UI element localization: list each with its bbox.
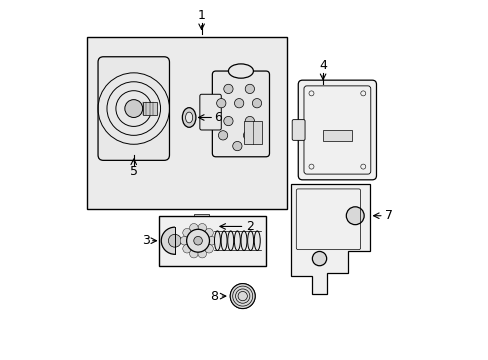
FancyBboxPatch shape xyxy=(200,94,221,130)
Text: 6: 6 xyxy=(213,111,221,124)
FancyBboxPatch shape xyxy=(212,71,269,157)
Circle shape xyxy=(234,99,244,108)
Circle shape xyxy=(198,224,206,232)
Text: 2: 2 xyxy=(245,220,253,233)
Circle shape xyxy=(204,229,213,237)
Bar xyxy=(142,102,157,115)
FancyBboxPatch shape xyxy=(98,57,169,160)
Circle shape xyxy=(189,224,198,232)
Circle shape xyxy=(207,237,216,245)
Circle shape xyxy=(216,99,225,108)
Circle shape xyxy=(252,99,261,108)
Circle shape xyxy=(193,237,202,245)
Circle shape xyxy=(218,131,227,140)
Text: 1: 1 xyxy=(197,9,205,22)
Circle shape xyxy=(186,229,209,252)
Circle shape xyxy=(161,227,188,254)
Bar xyxy=(323,130,351,141)
Bar xyxy=(175,226,192,255)
Circle shape xyxy=(168,234,181,247)
Bar xyxy=(244,121,262,144)
Text: 8: 8 xyxy=(210,289,218,303)
Circle shape xyxy=(244,84,254,94)
Circle shape xyxy=(230,284,255,309)
Text: 4: 4 xyxy=(319,59,326,72)
Circle shape xyxy=(232,141,242,151)
Circle shape xyxy=(198,249,206,258)
Text: 7: 7 xyxy=(385,209,392,222)
Circle shape xyxy=(312,251,326,266)
Circle shape xyxy=(183,229,191,237)
FancyBboxPatch shape xyxy=(298,80,376,180)
Text: 3: 3 xyxy=(142,234,150,247)
Circle shape xyxy=(346,207,364,225)
Bar xyxy=(87,37,287,208)
Circle shape xyxy=(204,244,213,253)
Ellipse shape xyxy=(227,231,233,251)
Circle shape xyxy=(243,131,252,140)
Ellipse shape xyxy=(185,112,192,123)
Ellipse shape xyxy=(247,231,253,251)
Circle shape xyxy=(224,84,233,94)
Circle shape xyxy=(124,100,142,117)
FancyBboxPatch shape xyxy=(175,219,214,243)
Bar xyxy=(159,216,265,266)
Ellipse shape xyxy=(214,231,220,251)
Bar xyxy=(194,214,208,221)
Text: 5: 5 xyxy=(129,165,138,177)
Circle shape xyxy=(183,244,191,253)
FancyBboxPatch shape xyxy=(292,120,305,140)
Ellipse shape xyxy=(228,64,253,78)
Ellipse shape xyxy=(182,108,196,127)
Circle shape xyxy=(224,116,233,126)
Ellipse shape xyxy=(254,231,260,251)
Polygon shape xyxy=(290,184,369,294)
Circle shape xyxy=(244,116,254,126)
Ellipse shape xyxy=(221,231,226,251)
Ellipse shape xyxy=(234,231,240,251)
Circle shape xyxy=(180,237,188,245)
Ellipse shape xyxy=(241,231,246,251)
Circle shape xyxy=(189,249,198,258)
